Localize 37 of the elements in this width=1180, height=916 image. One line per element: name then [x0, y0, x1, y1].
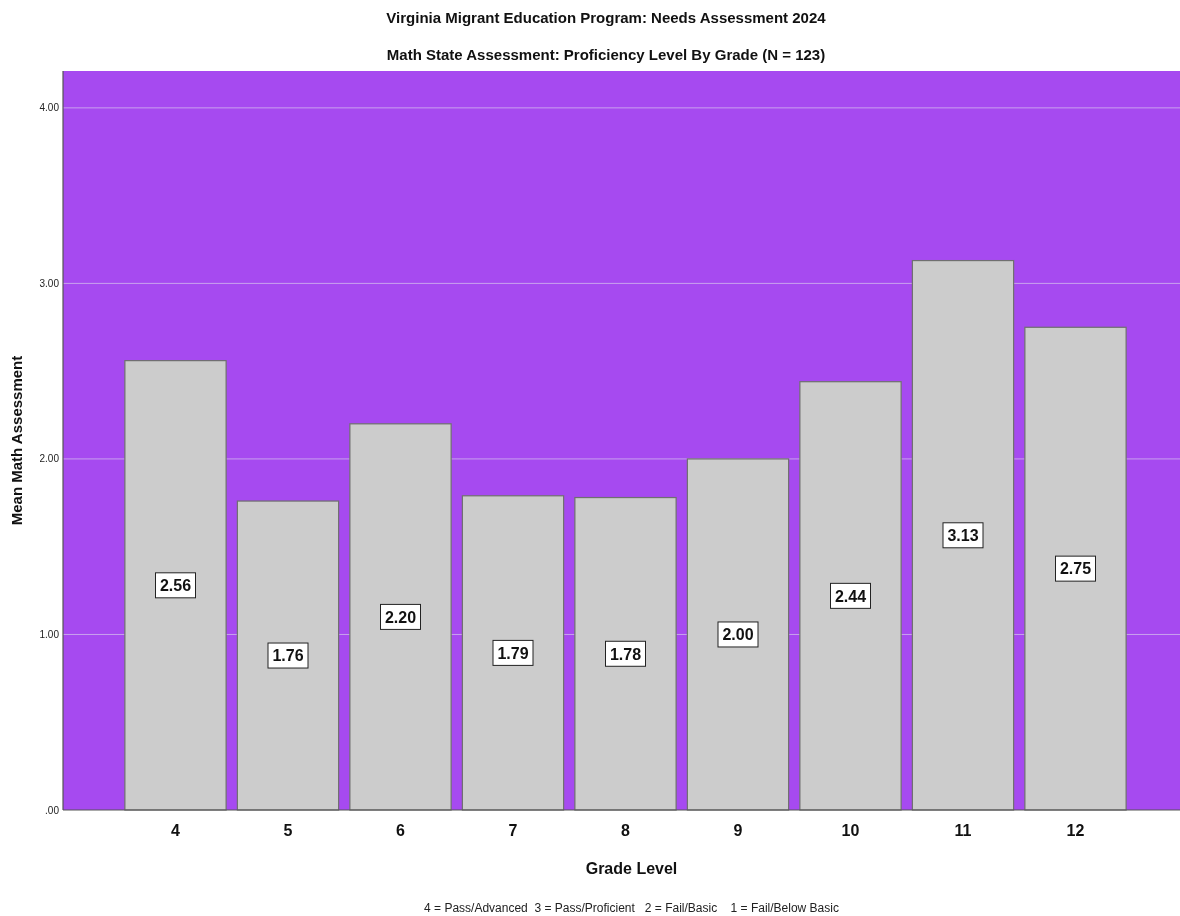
x-axis-title: Grade Level [585, 860, 678, 877]
bar [799, 381, 902, 811]
data-label: 2.56 [159, 577, 192, 595]
data-label: 2.44 [834, 587, 867, 605]
data-label: 1.79 [497, 644, 529, 662]
x-tick-label: 7 [508, 822, 518, 839]
y-tick-label: 1.00 [39, 628, 60, 640]
bar [461, 495, 565, 811]
y-tick-label: 2.00 [39, 453, 60, 465]
data-label: 1.76 [272, 647, 304, 665]
bar [574, 496, 677, 811]
x-tick-label: 6 [396, 822, 406, 839]
bar [236, 500, 340, 811]
bar [686, 458, 790, 811]
bar [1024, 326, 1127, 811]
data-label: 1.78 [609, 645, 642, 663]
x-tick-label: 5 [283, 822, 293, 839]
bar [349, 423, 452, 811]
chart-title: Virginia Migrant Education Program: Needs Assessment 2024 [386, 9, 827, 26]
text: 4 = Pass/Advanced 3 = Pass/Proficient 2 = Fail/Basic 1 = Fail/Below Basic [424, 901, 839, 915]
x-tick-label: 10 [841, 822, 860, 839]
x-tick-label: 12 [1066, 822, 1085, 839]
chart-subtitle: Math State Assessment: Proficiency Level By Grade (N = 123) [386, 46, 826, 63]
x-tick-label: 8 [621, 822, 631, 839]
bar [124, 360, 227, 811]
bar [911, 259, 1015, 811]
y-tick-label: 3.00 [39, 277, 60, 289]
y-axis-title: Mean Math Assessment [8, 355, 25, 526]
x-tick-label: 4 [171, 822, 181, 839]
x-tick-label: 9 [733, 822, 743, 839]
data-label: 2.20 [384, 608, 417, 626]
data-label: 2.00 [722, 626, 754, 644]
y-tick-label: .00 [45, 804, 60, 816]
data-label: 2.75 [1059, 560, 1092, 578]
y-tick-label: 4.00 [39, 102, 60, 114]
x-tick-label: 11 [954, 822, 972, 839]
data-label: 3.13 [947, 527, 979, 545]
